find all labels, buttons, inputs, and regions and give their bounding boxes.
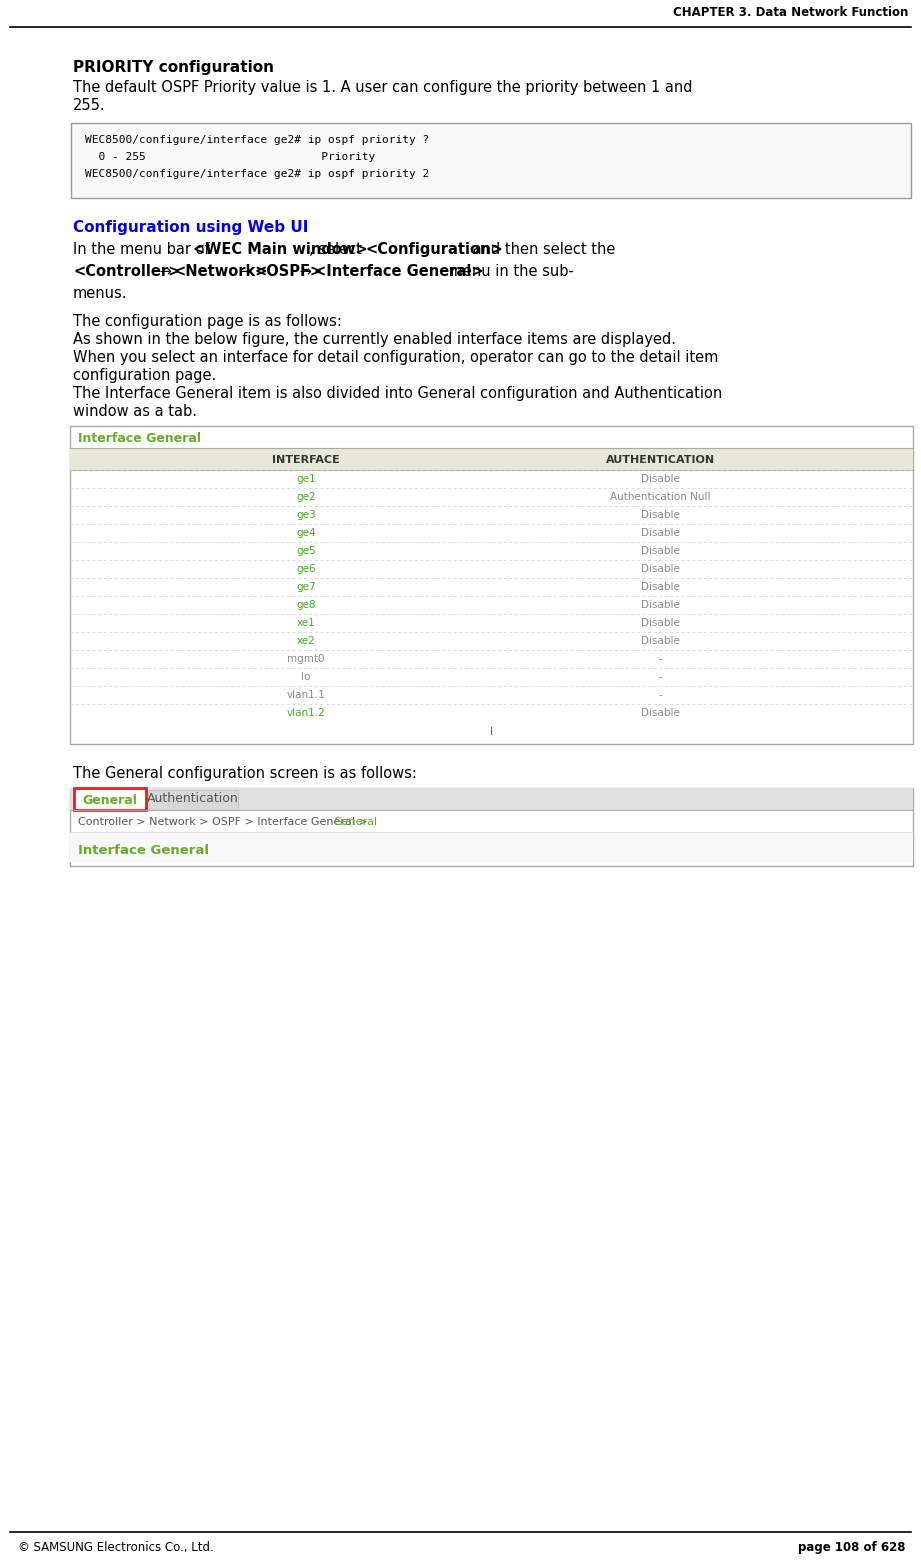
Text: ge2: ge2 [297, 491, 316, 502]
Text: xe2: xe2 [297, 635, 315, 646]
Text: Disable: Disable [641, 635, 680, 646]
Text: © SAMSUNG Electronics Co., Ltd.: © SAMSUNG Electronics Co., Ltd. [18, 1542, 214, 1554]
Text: WEC8500/configure/interface ge2# ip ospf priority 2: WEC8500/configure/interface ge2# ip ospf… [85, 169, 429, 178]
Text: 255.: 255. [73, 99, 106, 113]
Text: Disable: Disable [641, 563, 680, 574]
Text: When you select an interface for detail configuration, operator can go to the de: When you select an interface for detail … [73, 351, 718, 365]
Text: Interface General: Interface General [78, 845, 209, 858]
Bar [71, 124, 911, 199]
Text: ge4: ge4 [297, 527, 316, 538]
Text: <OSPF>: <OSPF> [254, 264, 322, 279]
Text: ge7: ge7 [297, 582, 316, 592]
Text: <Interface General>: <Interface General> [314, 264, 484, 279]
Text: Disable: Disable [641, 582, 680, 592]
Text: lo: lo [301, 671, 310, 682]
Text: <Configuration>: <Configuration> [366, 243, 503, 257]
Bar [70, 426, 913, 743]
Text: Disable: Disable [641, 707, 680, 718]
Text: Disable: Disable [641, 546, 680, 556]
Text: mgmt0: mgmt0 [287, 654, 325, 664]
Text: →: → [155, 264, 177, 279]
Text: ge3: ge3 [297, 510, 316, 520]
Text: AUTHENTICATION: AUTHENTICATION [605, 455, 715, 465]
Text: window as a tab.: window as a tab. [73, 404, 197, 419]
Text: →: → [235, 264, 257, 279]
Bar [74, 789, 146, 811]
Text: <WEC Main window>: <WEC Main window> [192, 243, 367, 257]
Bar [70, 789, 913, 865]
Text: Disable: Disable [641, 599, 680, 610]
Text: WEC8500/configure/interface ge2# ip ospf priority ?: WEC8500/configure/interface ge2# ip ospf… [85, 135, 429, 146]
Text: vlan1.2: vlan1.2 [286, 707, 325, 718]
Bar [148, 790, 238, 811]
Bar [70, 833, 913, 862]
Bar [70, 789, 913, 811]
Text: The General configuration screen is as follows:: The General configuration screen is as f… [73, 765, 417, 781]
Text: -: - [659, 654, 662, 664]
Text: Disable: Disable [641, 527, 680, 538]
Text: ge1: ge1 [297, 474, 316, 484]
Text: Disable: Disable [641, 510, 680, 520]
Text: xe1: xe1 [297, 618, 315, 628]
Text: and then select the: and then select the [468, 243, 615, 257]
Text: Interface General: Interface General [78, 432, 201, 446]
Text: ge5: ge5 [297, 546, 316, 556]
Text: Controller > Network > OSPF > Interface General >: Controller > Network > OSPF > Interface … [78, 817, 371, 826]
Text: ge6: ge6 [297, 563, 316, 574]
Text: Authentication: Authentication [147, 792, 239, 806]
Text: The Interface General item is also divided into General configuration and Authen: The Interface General item is also divid… [73, 387, 722, 401]
Text: Configuration using Web UI: Configuration using Web UI [73, 221, 309, 235]
Text: , select: , select [309, 243, 367, 257]
Text: CHAPTER 3. Data Network Function: CHAPTER 3. Data Network Function [672, 6, 908, 19]
Text: Disable: Disable [641, 618, 680, 628]
Text: vlan1.1: vlan1.1 [286, 690, 325, 700]
Text: -: - [659, 671, 662, 682]
Text: General: General [333, 817, 377, 826]
Text: <Network>: <Network> [174, 264, 268, 279]
Bar [70, 448, 913, 470]
Text: -: - [659, 690, 662, 700]
Text: General: General [83, 793, 137, 806]
Text: The configuration page is as follows:: The configuration page is as follows: [73, 315, 342, 329]
Text: <Controller>: <Controller> [73, 264, 181, 279]
Text: l: l [490, 728, 493, 737]
Text: Disable: Disable [641, 474, 680, 484]
Text: INTERFACE: INTERFACE [273, 455, 340, 465]
Text: PRIORITY configuration: PRIORITY configuration [73, 59, 274, 75]
Text: In the menu bar of: In the menu bar of [73, 243, 215, 257]
Text: menus.: menus. [73, 286, 127, 300]
Text: 0 - 255                          Priority: 0 - 255 Priority [85, 152, 375, 163]
Text: menu in the sub-: menu in the sub- [444, 264, 574, 279]
Text: →: → [295, 264, 317, 279]
Text: The default OSPF Priority value is 1. A user can configure the priority between : The default OSPF Priority value is 1. A … [73, 80, 693, 95]
Text: page 108 of 628: page 108 of 628 [798, 1542, 905, 1554]
Text: configuration page.: configuration page. [73, 368, 216, 383]
Text: As shown in the below figure, the currently enabled interface items are displaye: As shown in the below figure, the curren… [73, 332, 676, 347]
Text: Authentication Null: Authentication Null [610, 491, 710, 502]
Text: ge8: ge8 [297, 599, 316, 610]
